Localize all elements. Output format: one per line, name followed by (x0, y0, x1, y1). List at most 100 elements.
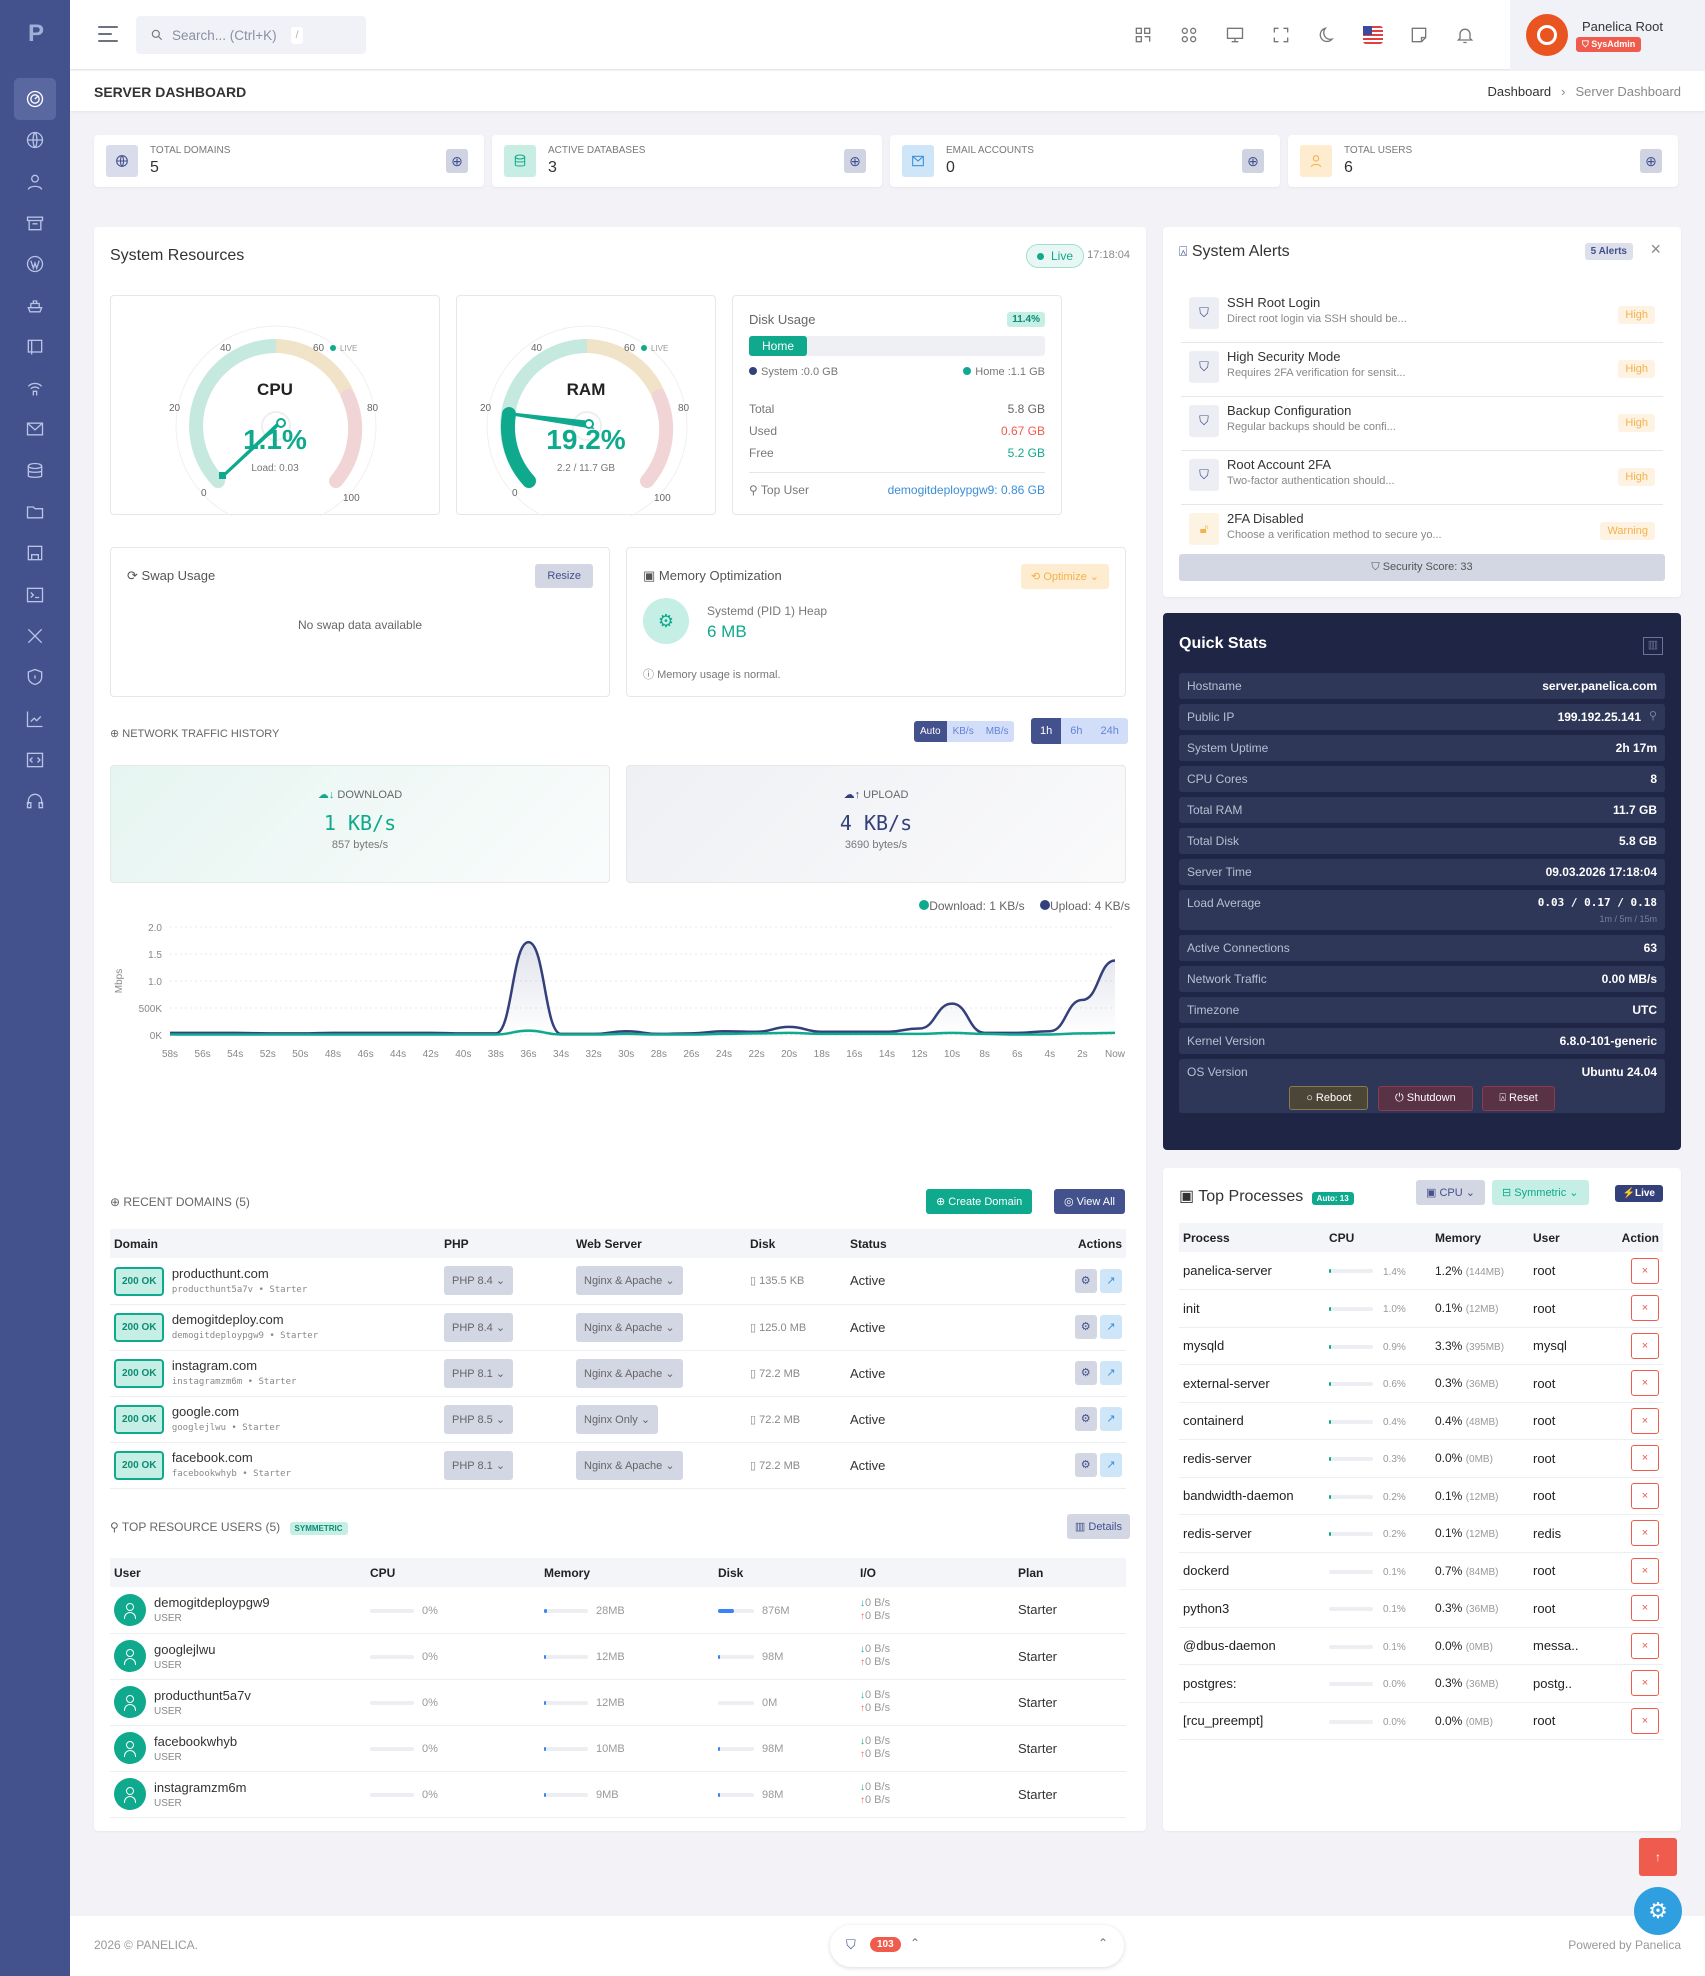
sort-select[interactable]: ▣ CPU ⌄ (1416, 1180, 1485, 1205)
apps-icon[interactable] (1176, 22, 1202, 48)
qr-icon[interactable] (1130, 22, 1156, 48)
domain-link[interactable]: producthunt.com (171, 1265, 269, 1281)
unit-mbs[interactable]: MB/s (979, 721, 1015, 742)
unit-kbs[interactable]: KB/s (946, 721, 980, 742)
security-status-bar[interactable]: ⛉ 103 ⌃ ⌃ (830, 1925, 1124, 1967)
alert-item[interactable]: ⛉ Root Account 2FA Two-factor authenticati… (1181, 451, 1663, 505)
user-menu[interactable]: Panelica Root ⛉ SysAdmin (1510, 0, 1705, 70)
user-link[interactable]: demogitdeploypgw9 (154, 1595, 270, 1611)
domain-link[interactable]: demogitdeploy.com (171, 1312, 284, 1328)
sidebar-item-terminal[interactable] (14, 574, 56, 616)
view-all-button[interactable]: ◎ View All (1054, 1189, 1125, 1214)
sidebar-item-files[interactable] (14, 491, 56, 533)
sidebar-item-databases[interactable] (14, 450, 56, 492)
kill-process-button[interactable]: × (1631, 1632, 1659, 1659)
sidebar-item-support[interactable] (14, 780, 56, 822)
top-user-link[interactable]: demogitdeploypgw9: 0.86 GB (887, 483, 1045, 497)
view-select[interactable]: ⊟ Symmetric ⌄ (1492, 1180, 1589, 1205)
flag-us-icon[interactable] (1360, 22, 1386, 48)
search-input[interactable]: Search... (Ctrl+K) / (136, 16, 366, 54)
shutdown-button[interactable]: ⏻ Shutdown (1378, 1086, 1473, 1111)
kill-process-button[interactable]: × (1631, 1482, 1659, 1509)
bell-icon[interactable] (1452, 22, 1478, 48)
web-server-select[interactable]: Nginx & Apache ⌄ (576, 1450, 683, 1480)
sidebar-item-dashboard[interactable] (14, 78, 56, 120)
open-link-button[interactable]: ↗ (1100, 1268, 1122, 1293)
monitor-icon[interactable] (1222, 22, 1248, 48)
sidebar-item-wireless[interactable] (14, 367, 56, 409)
scroll-top-button[interactable]: ↑ (1639, 1838, 1677, 1876)
note-icon[interactable] (1406, 22, 1432, 48)
add-total-users-button[interactable]: ⊕ (1640, 149, 1662, 173)
security-score-button[interactable]: ⛉ Security Score: 33 (1179, 554, 1665, 581)
sidebar-item-users[interactable] (14, 161, 56, 203)
kill-process-button[interactable]: × (1631, 1407, 1659, 1434)
breadcrumb-dashboard[interactable]: Dashboard (1487, 84, 1552, 99)
range-24h[interactable]: 24h (1091, 718, 1128, 744)
chart-icon[interactable]: ▥ (1643, 637, 1663, 655)
range-1h[interactable]: 1h (1031, 718, 1062, 744)
create-domain-button[interactable]: ⊕ Create Domain (926, 1189, 1033, 1214)
open-link-button[interactable]: ↗ (1100, 1315, 1122, 1339)
alert-item[interactable]: ⛉ Backup Configuration Regular backups sho… (1181, 397, 1663, 451)
reset-button[interactable]: ⍓ Reset (1482, 1086, 1555, 1111)
user-link[interactable]: googlejlwu (154, 1641, 216, 1657)
sidebar-item-tools[interactable] (14, 615, 56, 657)
menu-toggle-icon[interactable] (98, 26, 118, 42)
kill-process-button[interactable]: × (1631, 1445, 1659, 1472)
sidebar-item-security[interactable] (14, 656, 56, 698)
kill-process-button[interactable]: × (1631, 1670, 1659, 1697)
kill-process-button[interactable]: × (1631, 1707, 1659, 1734)
fullscreen-icon[interactable] (1268, 22, 1294, 48)
details-button[interactable]: ▥ Details (1066, 1514, 1130, 1539)
kill-process-button[interactable]: × (1631, 1295, 1659, 1322)
optimize-button[interactable]: ⟲ Optimize ⌄ (1021, 564, 1109, 589)
chevron-up-icon[interactable]: ⌃ (1097, 1936, 1108, 1950)
web-server-select[interactable]: Nginx & Apache ⌄ (576, 1312, 683, 1342)
alert-item[interactable]: 🔓︎ 2FA Disabled Choose a verification meth… (1181, 505, 1663, 559)
sidebar-item-storage[interactable] (14, 532, 56, 574)
unit-auto[interactable]: Auto (914, 721, 947, 742)
php-version-select[interactable]: PHP 8.5 ⌄ (444, 1404, 514, 1434)
panelica-logo[interactable]: P (27, 20, 44, 47)
php-version-select[interactable]: PHP 8.1 ⌄ (444, 1450, 514, 1480)
sidebar-item-statistics[interactable] (14, 698, 56, 740)
web-server-select[interactable]: Nginx Only ⌄ (576, 1404, 659, 1434)
open-link-button[interactable]: ↗ (1100, 1361, 1122, 1385)
user-link[interactable]: instagramzm6m (154, 1779, 247, 1795)
domain-link[interactable]: instagram.com (171, 1358, 258, 1374)
sidebar-item-packages[interactable] (14, 202, 56, 244)
open-link-button[interactable]: ↗ (1100, 1407, 1122, 1431)
kill-process-button[interactable]: × (1631, 1257, 1659, 1284)
php-version-select[interactable]: PHP 8.4 ⌄ (444, 1312, 514, 1342)
kill-process-button[interactable]: × (1631, 1370, 1659, 1397)
sidebar-item-docker[interactable] (14, 285, 56, 327)
sidebar-item-email[interactable] (14, 408, 56, 450)
settings-button[interactable]: ⚙ (1074, 1361, 1097, 1385)
moon-icon[interactable] (1314, 22, 1340, 48)
settings-button[interactable]: ⚙ (1074, 1268, 1097, 1293)
resize-button[interactable]: Resize (535, 564, 593, 588)
web-server-select[interactable]: Nginx & Apache ⌄ (576, 1358, 683, 1388)
chevron-up-icon[interactable]: ⌃ (910, 1936, 921, 1950)
reboot-button[interactable]: ○ Reboot (1289, 1086, 1369, 1110)
sidebar-item-wordpress[interactable] (14, 243, 56, 285)
user-link[interactable]: facebookwhyb (154, 1733, 238, 1749)
lookup-icon[interactable]: ⚲ (1648, 710, 1657, 722)
settings-fab[interactable]: ⚙ (1634, 1887, 1682, 1935)
kill-process-button[interactable]: × (1631, 1520, 1659, 1547)
add-active-databases-button[interactable]: ⊕ (844, 149, 866, 173)
domain-link[interactable]: facebook.com (171, 1450, 253, 1466)
settings-button[interactable]: ⚙ (1074, 1315, 1097, 1339)
settings-button[interactable]: ⚙ (1074, 1453, 1097, 1477)
close-icon[interactable]: × (1650, 239, 1661, 259)
sidebar-item-developer[interactable] (14, 739, 56, 781)
alert-item[interactable]: ⛉ High Security Mode Requires 2FA verifica… (1181, 343, 1663, 397)
alert-item[interactable]: ⛉ SSH Root Login Direct root login via SSH… (1181, 289, 1663, 343)
kill-process-button[interactable]: × (1631, 1332, 1659, 1359)
range-6h[interactable]: 6h (1061, 718, 1092, 744)
domain-link[interactable]: google.com (171, 1404, 240, 1420)
kill-process-button[interactable]: × (1631, 1557, 1659, 1584)
sidebar-item-backups[interactable] (14, 326, 56, 368)
sidebar-item-domains[interactable] (14, 119, 56, 161)
